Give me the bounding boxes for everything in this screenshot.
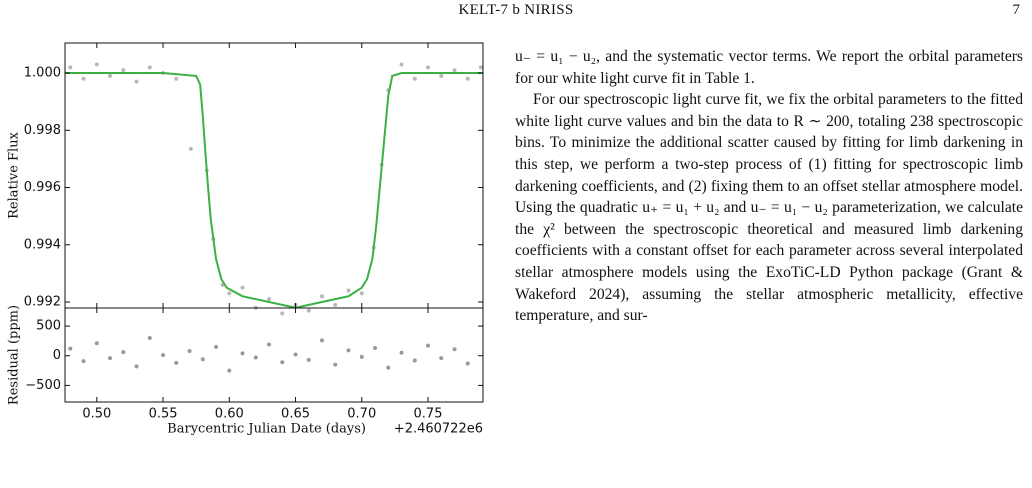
data-point [412,358,417,363]
data-point [452,68,457,73]
x-axis-label: Barycentric Julian Date (days) [167,422,366,437]
data-point [174,76,179,81]
x-tick-label: 0.75 [414,407,443,422]
data-point [94,62,99,67]
data-point [81,76,86,81]
data-point [147,65,152,70]
data-point [373,346,378,351]
data-point [320,338,325,343]
data-point [187,348,192,353]
data-point [439,73,444,78]
data-point [94,341,99,346]
y-tick-label: 0.994 [24,237,61,252]
data-point [81,359,86,364]
data-point [465,76,470,81]
y-tick-label: 500 [36,319,61,334]
y-tick-label: 0.996 [24,180,61,195]
data-point [280,360,285,365]
data-point [346,288,351,293]
data-point [346,348,351,353]
data-point [240,351,245,356]
axes-frame [64,42,484,309]
x-tick-label: 0.50 [82,407,111,422]
data-point [359,354,364,359]
data-point [386,365,391,370]
x-tick-label: 0.70 [347,407,376,422]
y-tick-label: 0 [53,348,61,363]
axes-frame [64,307,484,403]
page-number: 7 [1012,2,1021,18]
data-point [333,302,338,307]
data-point [280,311,285,316]
data-point [399,62,404,67]
data-point [359,291,364,296]
text-column: u₋ = u₁ − u₂, and the systematic vector … [515,46,1023,488]
data-point [320,294,325,299]
data-point [306,308,311,313]
data-point [293,352,298,357]
data-point [68,346,73,351]
data-point [134,364,139,369]
data-point [426,343,431,348]
running-header: KELT-7 b NIRISS 7 [0,2,1032,22]
axis-offset: +2.460722e6 [394,422,483,437]
data-point [227,291,232,296]
data-point [134,79,139,84]
y-tick-label: 1.000 [24,66,61,81]
data-point [426,65,431,70]
data-point [227,368,232,373]
paragraph: For our spectroscopic light curve fit, w… [515,91,1023,325]
data-point [108,356,113,361]
data-point [147,335,152,340]
running-title: KELT-7 b NIRISS [458,2,574,18]
data-point [479,65,484,70]
data-point [121,68,126,73]
data-point [399,350,404,355]
model-line [65,72,483,309]
data-point [200,357,205,362]
y-tick-label: −500 [25,378,61,393]
data-point [174,360,179,365]
data-point [267,297,272,302]
figure: 0.992 0.994 0.996 0.998 1.000 Relative Flux −5… [7,42,484,437]
y-axis-label: Residual (ppm) [7,305,22,405]
y-tick-label: 0.998 [24,123,61,138]
data-point [439,356,444,361]
data-point [267,342,272,347]
x-tick-label: 0.55 [149,407,178,422]
data-point [188,146,193,151]
data-point [452,347,457,352]
data-point [121,350,126,355]
data-point [161,353,166,358]
data-point [306,357,311,362]
data-point [214,344,219,349]
data-point [108,73,113,78]
x-tick-label: 0.65 [281,407,310,422]
x-tick-label: 0.60 [215,407,244,422]
data-point [253,355,258,360]
data-point [240,285,245,290]
paragraph: u₋ = u₁ − u₂, and the systematic vector … [515,48,1023,87]
data-point [333,362,338,367]
y-axis-label: Relative Flux [7,131,22,218]
data-point [68,65,73,70]
data-point [465,361,470,366]
y-tick-label: 0.992 [24,294,61,309]
data-point [412,76,417,81]
